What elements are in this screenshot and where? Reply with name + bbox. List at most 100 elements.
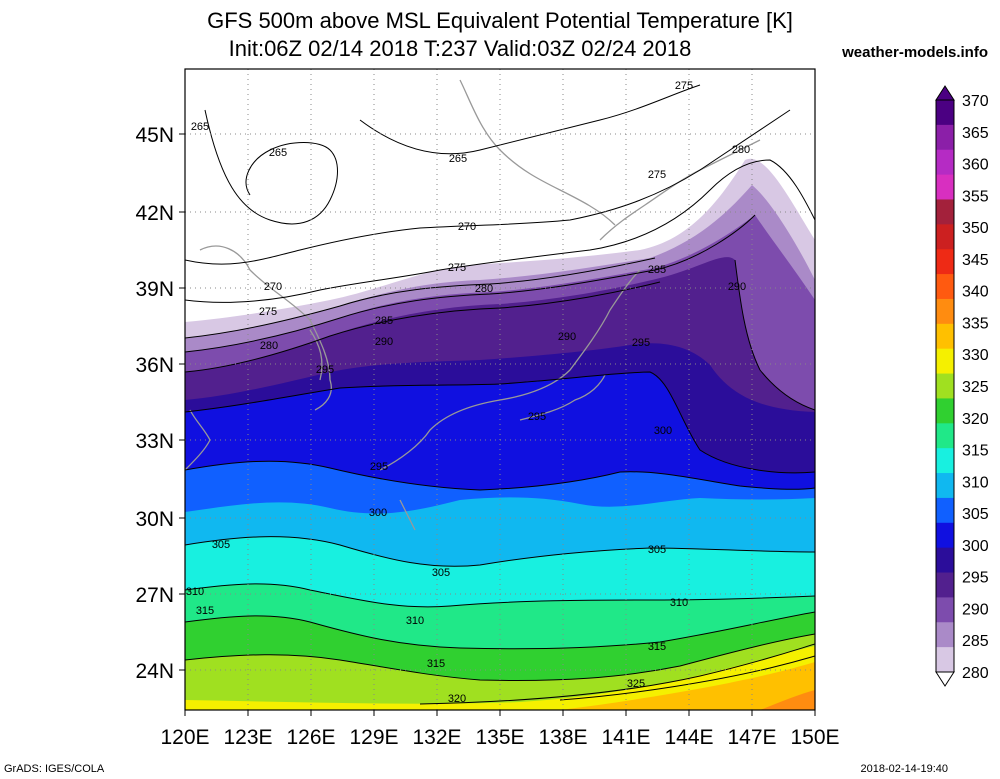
- colorbar-label: 310: [962, 474, 989, 491]
- colorbar-label: 340: [962, 284, 989, 301]
- colorbar-label: 360: [962, 157, 989, 174]
- colorbar-swatch: [936, 124, 954, 151]
- contour-label: 315: [427, 658, 445, 670]
- colorbar-max-arrow: [935, 85, 955, 101]
- colorbar-swatch: [936, 199, 954, 225]
- band-345: [760, 690, 815, 710]
- colorbar-swatch: [936, 497, 954, 524]
- contour-label: 300: [369, 507, 387, 519]
- latitude-labels: 45N 42N 39N 36N 33N 30N 27N 24N: [135, 124, 174, 683]
- colorbar-label: 350: [962, 220, 989, 237]
- contour-label: 320: [448, 693, 466, 705]
- contour-label: 305: [648, 544, 666, 556]
- contour-label: 310: [670, 597, 688, 609]
- lon-label-123e: 123E: [223, 726, 272, 749]
- contour-label: 270: [264, 281, 282, 293]
- colorbar-label: 330: [962, 347, 989, 364]
- colorbar-swatch: [936, 423, 954, 449]
- contour-label: 325: [627, 678, 645, 690]
- colorbar-swatch: [936, 448, 954, 474]
- colorbar-label: 365: [962, 125, 989, 142]
- contour-label: 285: [648, 264, 666, 276]
- colorbar: 370 365 360 355 350 345 340 335 330 325 320 315 310 3…: [935, 85, 989, 687]
- lon-label-141e: 141E: [601, 726, 650, 749]
- colorbar-swatch: [936, 298, 954, 325]
- colorbar-swatch: [936, 398, 954, 424]
- lon-label-132e: 132E: [412, 726, 461, 749]
- contour-label: 270: [458, 221, 476, 233]
- lon-label-126e: 126E: [286, 726, 335, 749]
- contour-label: 315: [196, 605, 214, 617]
- colorbar-swatch: [936, 522, 954, 549]
- colorbar-swatch: [936, 647, 954, 673]
- colorbar-swatch: [936, 373, 954, 399]
- lat-label-39n: 39N: [135, 278, 174, 301]
- lat-label-27n: 27N: [135, 584, 174, 607]
- contour-label: 265: [269, 147, 287, 159]
- contour-label: 280: [732, 144, 750, 156]
- footer-credit: GrADS: IGES/COLA: [4, 763, 105, 775]
- colorbar-label: 300: [962, 538, 989, 555]
- contour-label: 290: [558, 331, 576, 343]
- colorbar-label: 355: [962, 188, 989, 205]
- colorbar-swatch: [936, 572, 954, 598]
- lat-label-45n: 45N: [135, 124, 174, 147]
- band-335: [185, 646, 815, 710]
- colorbar-label: 335: [962, 315, 989, 332]
- contour-label: 305: [432, 567, 450, 579]
- contour-label: 290: [728, 281, 746, 293]
- contour-label: 295: [632, 337, 650, 349]
- site-watermark: weather-models.info: [842, 44, 988, 61]
- lat-label-30n: 30N: [135, 508, 174, 531]
- colorbar-label: 290: [962, 601, 989, 618]
- lon-label-138e: 138E: [538, 726, 587, 749]
- lon-label-144e: 144E: [664, 726, 713, 749]
- contour-label: 280: [475, 283, 493, 295]
- colorbar-swatch: [936, 323, 954, 350]
- contour-label: 275: [675, 80, 693, 92]
- contour-labels: 265 265 265 270 270 275 275 275 275 280 …: [186, 80, 750, 705]
- colorbar-swatch: [936, 174, 954, 200]
- contour-label: 305: [212, 539, 230, 551]
- colorbar-label: 315: [962, 443, 989, 460]
- contour-label: 275: [448, 262, 466, 274]
- colorbar-swatch: [936, 348, 954, 375]
- contour-label: 300: [654, 425, 672, 437]
- contour-label: 285: [375, 315, 393, 327]
- lat-label-36n: 36N: [135, 354, 174, 377]
- colorbar-swatch: [936, 597, 954, 623]
- colorbar-swatch: [936, 473, 954, 499]
- colorbar-label: 345: [962, 252, 989, 269]
- theta-e-field: [185, 79, 815, 710]
- colorbar-swatch: [936, 622, 954, 648]
- lon-label-129e: 129E: [349, 726, 398, 749]
- lat-label-42n: 42N: [135, 202, 174, 225]
- colorbar-swatch: [936, 547, 954, 574]
- contour-label: 265: [191, 121, 209, 133]
- colorbar-label: 285: [962, 633, 989, 650]
- contour-label: 310: [406, 615, 424, 627]
- colorbar-label: 325: [962, 379, 989, 396]
- colorbar-swatch: [936, 224, 954, 250]
- colorbar-label: 305: [962, 506, 989, 523]
- contour-label: 275: [259, 306, 277, 318]
- colorbar-label: 370: [962, 93, 989, 110]
- longitude-labels: 120E 123E 126E 129E 132E 135E 138E 141E …: [160, 726, 839, 749]
- lon-label-147e: 147E: [727, 726, 776, 749]
- contour-label: 315: [648, 641, 666, 653]
- contour-label: 265: [449, 153, 467, 165]
- contour-label: 290: [375, 336, 393, 348]
- colorbar-swatch: [936, 274, 954, 300]
- lon-label-150e: 150E: [790, 726, 839, 749]
- colorbar-min-arrow: [935, 671, 955, 687]
- contour-label: 295: [316, 364, 334, 376]
- contour-label: 295: [528, 411, 546, 423]
- contour-label: 280: [260, 340, 278, 352]
- colorbar-label: 295: [962, 570, 989, 587]
- isolines: [185, 84, 815, 705]
- grid-lines: [185, 69, 815, 710]
- band-340: [560, 662, 815, 710]
- chart-title: GFS 500m above MSL Equivalent Potential …: [207, 8, 793, 33]
- footer-timestamp: 2018-02-14-19:40: [860, 763, 948, 775]
